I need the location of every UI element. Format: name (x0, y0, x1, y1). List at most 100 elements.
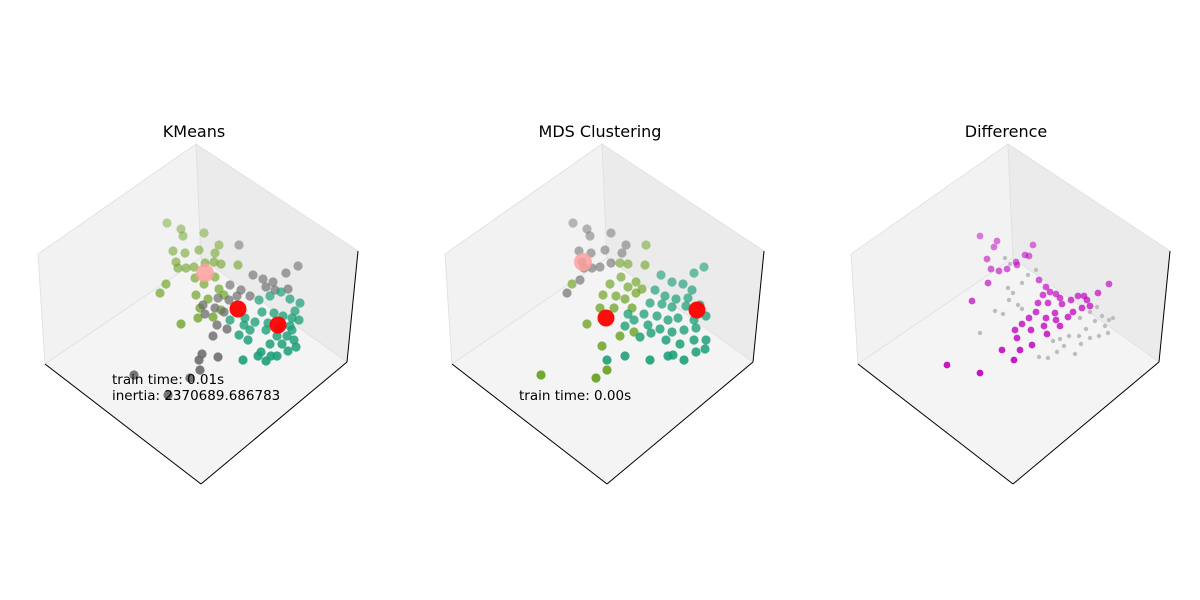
data-point-magenta (1011, 326, 1019, 334)
data-point-magenta (1094, 289, 1102, 297)
data-point-teal (689, 335, 699, 345)
data-point-magenta (983, 255, 991, 263)
data-point-lightgray (1106, 317, 1112, 323)
data-point-gray (222, 324, 232, 334)
data-point-gray (219, 307, 229, 317)
data-point-teal (660, 291, 670, 301)
data-point-olive (611, 291, 621, 301)
data-point-olive (615, 331, 625, 341)
data-point-teal (265, 291, 275, 301)
data-point-magenta (1018, 320, 1026, 328)
data-point-lightgray (1006, 297, 1012, 303)
data-point-gray (198, 300, 208, 310)
data-point-lightgray (1000, 311, 1006, 317)
data-point-lightgray (1083, 326, 1089, 332)
data-point-magenta (1035, 276, 1043, 284)
data-point-olive (567, 279, 577, 289)
data-point-magenta (1010, 356, 1018, 364)
data-point-gray (562, 288, 572, 298)
data-point-lightgray (1087, 309, 1093, 315)
axis-line-vertical (346, 250, 359, 363)
data-point-gray (568, 218, 578, 228)
data-point-olive (193, 313, 203, 323)
data-point-magenta (1069, 308, 1077, 316)
data-point-olive (162, 218, 172, 228)
data-point-gray (194, 355, 204, 365)
data-point-teal (245, 325, 255, 335)
data-point-gray (585, 231, 595, 241)
data-point-teal (265, 339, 275, 349)
axis-line-left (857, 363, 1014, 485)
data-point-magenta (993, 237, 1001, 245)
data-point-olive (214, 240, 224, 250)
data-point-teal (272, 351, 282, 361)
data-point-olive (233, 260, 243, 270)
data-point-magenta (1056, 294, 1064, 302)
data-point-teal (283, 346, 293, 356)
panel-difference: Difference (850, 122, 1171, 485)
data-point-olive (623, 282, 633, 292)
data-point-gray (210, 303, 220, 313)
data-point-olive (595, 303, 605, 313)
data-point-lightgray (1099, 313, 1105, 319)
data-point-teal (678, 279, 688, 289)
data-point-magenta (1039, 291, 1047, 299)
data-point-teal (225, 315, 235, 325)
data-point-gray (200, 309, 210, 319)
data-point-teal (652, 311, 662, 321)
data-point-teal (290, 306, 300, 316)
data-point-magenta (1003, 265, 1011, 273)
data-point-gray (129, 370, 139, 380)
data-point-teal (643, 320, 653, 330)
data-point-magenta (1043, 330, 1051, 338)
axis-line-right (606, 361, 754, 485)
data-point-magenta (987, 265, 995, 273)
data-point-magenta (1083, 296, 1091, 304)
data-point-magenta (1013, 261, 1021, 269)
chart-title-mds: MDS Clustering (539, 122, 662, 141)
data-point-teal (656, 270, 666, 280)
data-point-lightgray (1005, 285, 1011, 291)
data-point-gray (283, 284, 293, 294)
data-point-teal (687, 285, 697, 295)
data-point-magenta (1034, 299, 1042, 307)
data-point-lightgray (1110, 315, 1116, 321)
data-point-gray (606, 228, 616, 238)
cluster-center-red (229, 300, 247, 318)
data-point-lightgray (1092, 318, 1098, 324)
data-point-gray (600, 245, 610, 255)
data-point-magenta (1056, 322, 1064, 330)
data-point-magenta (984, 279, 992, 287)
data-point-gray (212, 320, 222, 330)
data-point-gray (575, 275, 585, 285)
data-point-gray (606, 258, 616, 268)
data-point-olive (631, 277, 641, 287)
data-point-olive (615, 258, 625, 268)
data-point-teal (635, 332, 645, 342)
data-point-teal (261, 356, 271, 366)
data-point-olive (209, 257, 219, 267)
data-point-lightgray (1066, 333, 1072, 339)
data-point-gray (225, 280, 235, 290)
data-point-olive (173, 263, 183, 273)
data-point-olive (216, 259, 226, 269)
data-point-teal (289, 335, 299, 345)
data-point-gray (261, 282, 271, 292)
axis-line-right (200, 361, 348, 485)
data-point-olive (178, 231, 188, 241)
data-point-teal (254, 295, 264, 305)
data-point-lightgray (1076, 333, 1082, 339)
data-point-lightgray (977, 330, 983, 336)
data-point-teal (234, 330, 244, 340)
data-point-gray (208, 331, 218, 341)
data-point-lightgray (1054, 349, 1060, 355)
data-point-magenta (1029, 241, 1037, 249)
data-point-magenta (1086, 302, 1094, 310)
data-point-magenta (1067, 296, 1075, 304)
data-point-olive (191, 290, 201, 300)
data-point-magenta (968, 297, 976, 305)
data-point-teal (629, 315, 639, 325)
data-point-olive (168, 246, 178, 256)
data-point-magenta (976, 232, 984, 240)
